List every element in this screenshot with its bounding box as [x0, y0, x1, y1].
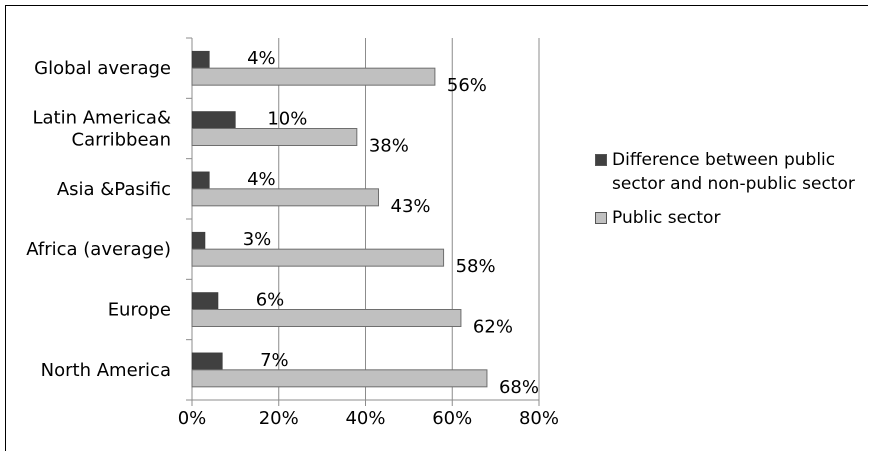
- category-label-line: Carribbean: [72, 130, 171, 151]
- bar-public-sector: [191, 67, 436, 86]
- bar-difference: [191, 111, 236, 129]
- chart-frame: [5, 5, 868, 451]
- category-label-line: Europe: [108, 300, 171, 321]
- category-label: Africa (average): [26, 239, 171, 260]
- legend-label-public-sector: Public sector: [612, 208, 721, 228]
- category-label: Europe: [108, 300, 171, 321]
- data-label-difference: 4%: [247, 48, 276, 69]
- bar-difference: [191, 352, 223, 371]
- category-label: Asia &Pasific: [57, 179, 171, 200]
- category-label-line: North America: [41, 360, 171, 381]
- legend-item-difference: Difference between public sector and non…: [595, 148, 865, 196]
- x-tick-label: 0%: [178, 408, 207, 429]
- legend-item-public-sector: Public sector: [595, 206, 865, 230]
- data-label-public-sector: 56%: [447, 75, 487, 96]
- bar-difference: [191, 231, 206, 250]
- data-label-difference: 7%: [260, 350, 289, 371]
- data-label-difference: 3%: [243, 229, 272, 250]
- data-label-difference: 4%: [247, 169, 276, 190]
- category-label: Global average: [34, 58, 171, 79]
- data-label-public-sector: 62%: [473, 317, 513, 338]
- data-label-public-sector: 38%: [369, 136, 409, 157]
- category-label-line: Asia &Pasific: [57, 179, 171, 200]
- legend-swatch-public-sector: [595, 212, 607, 224]
- data-label-difference: 6%: [256, 290, 285, 311]
- chart-legend: Difference between public sector and non…: [595, 148, 865, 240]
- data-label-public-sector: 43%: [391, 196, 431, 217]
- category-label: North America: [41, 360, 171, 381]
- category-label: Latin America& Carribbean: [32, 108, 171, 151]
- bar-difference: [191, 171, 210, 190]
- bar-public-sector: [191, 128, 358, 146]
- x-tick-label: 60%: [432, 408, 472, 429]
- category-label-line: Africa (average): [26, 239, 171, 260]
- category-label-line: Latin America&: [32, 108, 171, 129]
- bar-difference: [191, 50, 210, 69]
- legend-swatch-difference: [595, 154, 607, 166]
- data-label-public-sector: 58%: [456, 256, 496, 277]
- bar-public-sector: [191, 248, 445, 267]
- x-tick-label: 20%: [259, 408, 299, 429]
- data-label-public-sector: 68%: [499, 377, 539, 398]
- legend-label-difference: Difference between public sector and non…: [612, 150, 855, 194]
- bar-public-sector: [191, 188, 380, 207]
- bar-public-sector: [191, 369, 488, 388]
- bar-public-sector: [191, 309, 462, 327]
- x-tick-label: 40%: [345, 408, 385, 429]
- data-label-difference: 10%: [267, 109, 307, 130]
- x-tick-label: 80%: [519, 408, 559, 429]
- category-label-line: Global average: [34, 58, 171, 79]
- bar-difference: [191, 292, 219, 310]
